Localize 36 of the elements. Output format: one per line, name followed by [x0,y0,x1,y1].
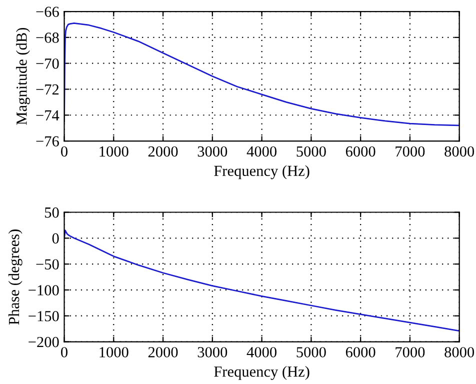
x-tick-label: 4000 [246,347,276,358]
x-tick-label: 7000 [396,146,425,157]
x-tick-label: 6000 [346,347,376,358]
x-tick-label: 2000 [148,146,178,157]
y-tick-label: −70 [36,58,59,69]
x-tick-label: 7000 [396,347,425,358]
y-tick-label: −66 [36,6,59,17]
y-tick-label: −50 [36,259,59,270]
x-tick-label: 1000 [100,146,128,157]
x-tick-label: 2000 [148,347,178,358]
y-tick-label: 50 [45,207,59,218]
x-tick-label: 5000 [296,347,326,358]
y-axis-title: Magnitude (dB) [16,28,30,125]
x-axis-title: Frequency (Hz) [214,366,310,380]
x-tick-label: 3000 [198,146,228,157]
y-tick-label: −150 [28,311,59,322]
x-axis-title: Frequency (Hz) [214,165,310,180]
line-series [64,22,460,126]
y-tick-label: 0 [52,233,59,244]
y-tick-label: −74 [36,110,60,120]
x-tick-label: 0 [61,146,68,157]
line-series [64,230,460,332]
y-tick-label: −68 [36,32,59,43]
y-tick-label: −200 [28,336,59,348]
x-tick-label: 6000 [346,146,376,157]
x-tick-label: 1000 [100,347,128,358]
x-tick-label: 4000 [246,146,276,157]
y-tick-label: −72 [36,84,59,95]
y-axis-title: Phase (degrees) [8,230,22,325]
x-tick-label: 0 [61,347,68,358]
x-tick-label: 5000 [296,146,326,157]
y-tick-label: −100 [28,285,59,296]
x-tick-label: 8000 [444,146,474,157]
x-tick-label: 8000 [444,347,474,358]
x-tick-label: 3000 [198,347,228,358]
y-tick-label: −76 [36,136,59,146]
